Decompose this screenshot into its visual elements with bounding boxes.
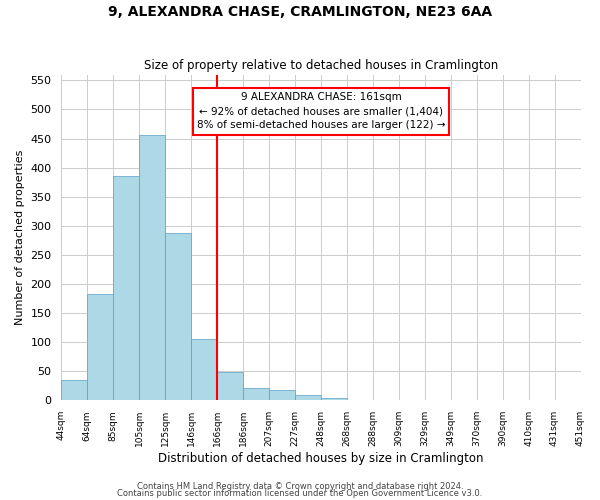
Bar xyxy=(269,390,295,400)
Bar xyxy=(217,372,243,400)
Bar xyxy=(321,398,347,400)
Text: Contains HM Land Registry data © Crown copyright and database right 2024.: Contains HM Land Registry data © Crown c… xyxy=(137,482,463,491)
Bar xyxy=(243,388,269,400)
Bar xyxy=(295,394,321,400)
Bar xyxy=(191,340,217,400)
Text: Contains public sector information licensed under the Open Government Licence v3: Contains public sector information licen… xyxy=(118,489,482,498)
X-axis label: Distribution of detached houses by size in Cramlington: Distribution of detached houses by size … xyxy=(158,452,484,465)
Bar xyxy=(139,135,165,400)
Bar xyxy=(113,176,139,400)
Bar xyxy=(165,233,191,400)
Text: 9 ALEXANDRA CHASE: 161sqm
← 92% of detached houses are smaller (1,404)
8% of sem: 9 ALEXANDRA CHASE: 161sqm ← 92% of detac… xyxy=(197,92,445,130)
Title: Size of property relative to detached houses in Cramlington: Size of property relative to detached ho… xyxy=(144,59,498,72)
Text: 9, ALEXANDRA CHASE, CRAMLINGTON, NE23 6AA: 9, ALEXANDRA CHASE, CRAMLINGTON, NE23 6A… xyxy=(108,5,492,19)
Bar xyxy=(61,380,88,400)
Bar xyxy=(88,294,113,401)
Y-axis label: Number of detached properties: Number of detached properties xyxy=(15,150,25,325)
